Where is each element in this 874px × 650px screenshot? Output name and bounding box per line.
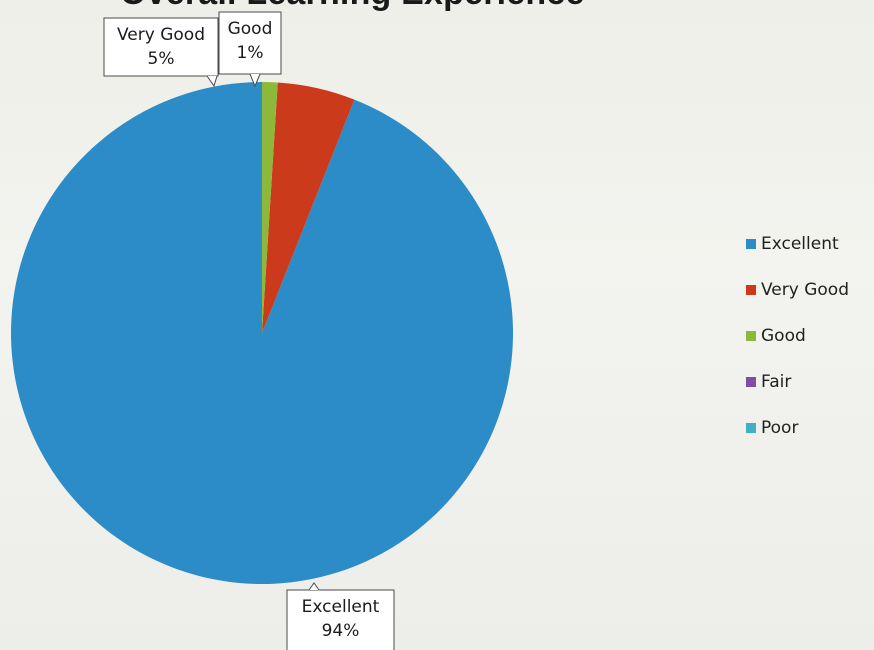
legend-swatch [746, 330, 756, 341]
legend-item-poor: Poor [746, 416, 849, 439]
data-label-value: 1% [237, 43, 264, 63]
pie-slice-good [262, 82, 278, 333]
data-labels: Excellent 94% Very Good 5% Good 1% [103, 11, 395, 650]
data-label-very-good: Very Good 5% [103, 17, 219, 88]
data-label-box [286, 589, 395, 650]
data-label-box [218, 11, 282, 75]
legend-swatch [746, 238, 756, 249]
data-label-pointer [249, 73, 261, 88]
chart-legend: Excellent Very Good Good Fair Poor [746, 232, 849, 462]
legend-swatch [746, 284, 756, 295]
legend-label: Fair [761, 371, 792, 392]
chart-title: Overall Learning Experience [120, 0, 585, 13]
data-label-value: 94% [322, 621, 360, 641]
legend-label: Good [761, 325, 806, 346]
data-label-value: 5% [148, 49, 175, 69]
legend-label: Very Good [761, 279, 849, 300]
data-label-pointer [206, 75, 218, 88]
legend-item-excellent: Excellent [746, 232, 849, 255]
legend-label: Poor [761, 417, 799, 438]
data-label-category: Excellent [302, 597, 380, 617]
legend-item-fair: Fair [746, 370, 849, 393]
legend-item-good: Good [746, 324, 849, 347]
legend-swatch [746, 422, 756, 433]
pie-slice-excellent [11, 82, 514, 585]
data-label-box [103, 17, 219, 77]
legend-item-very-good: Very Good [746, 278, 849, 301]
data-label-category: Good [228, 19, 273, 39]
pie-slice-very-good [262, 82, 355, 333]
data-label-pointer [308, 582, 320, 591]
data-label-good: Good 1% [218, 11, 282, 88]
legend-swatch [746, 376, 756, 387]
data-label-excellent: Excellent 94% [286, 582, 395, 650]
legend-label: Excellent [761, 233, 839, 254]
pie-slices [11, 82, 514, 585]
data-label-category: Very Good [117, 25, 205, 45]
